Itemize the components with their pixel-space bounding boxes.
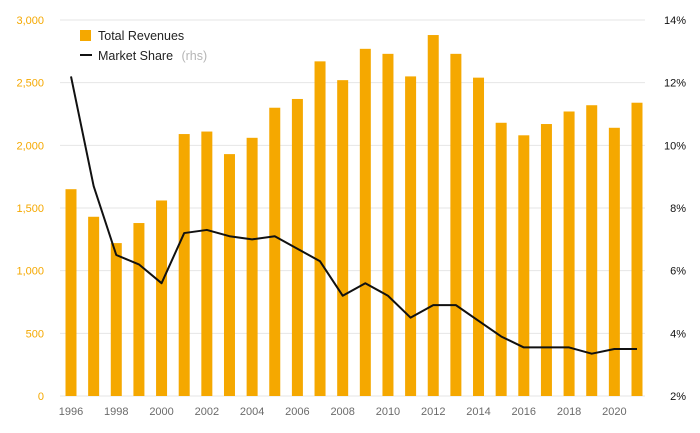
left-tick-label: 2,000 [16, 140, 44, 152]
x-tick-label: 2006 [285, 406, 309, 418]
revenue-bar-2013 [450, 53, 462, 397]
grid-lines [60, 19, 645, 397]
left-tick-label: 0 [38, 391, 44, 403]
left-tick-label: 1,000 [16, 266, 44, 278]
x-tick-label: 2004 [240, 406, 264, 418]
left-tick-label: 1,500 [16, 203, 44, 215]
right-tick-label: 4% [670, 328, 686, 340]
legend-label-market-share: Market Share (rhs) [98, 47, 207, 64]
left-tick-label: 2,500 [16, 78, 44, 90]
revenue-bar-1998 [110, 243, 122, 396]
right-tick-label: 10% [664, 140, 686, 152]
revenue-bar-2000 [156, 200, 168, 396]
revenue-bar-2015 [495, 122, 507, 397]
revenue-bar-2012 [427, 35, 439, 396]
legend-swatch-total-revenues [80, 30, 91, 41]
x-tick-label: 2012 [421, 406, 445, 418]
left-axis-ticks: 0 500 1,000 1,500 2,000 2,500 3,000 [16, 15, 44, 403]
revenue-bar-2010 [382, 53, 394, 397]
legend: Total Revenues Market Share (rhs) [80, 29, 207, 64]
revenue-bar-1996 [65, 189, 77, 396]
revenue-bar-2005 [269, 107, 281, 396]
x-axis-ticks: 1996 1998 2000 2002 2004 2006 2008 2010 2012 2014… [59, 406, 627, 418]
revenue-bars [65, 35, 643, 397]
revenue-bar-2020 [608, 127, 620, 396]
x-tick-label: 2014 [466, 406, 490, 418]
left-tick-label: 500 [26, 328, 44, 340]
revenue-bar-2006 [291, 98, 303, 397]
revenue-bar-2009 [359, 48, 371, 397]
revenue-bar-2021 [631, 102, 643, 396]
x-tick-label: 2016 [512, 406, 536, 418]
legend-label-market-share-name: Market Share [98, 49, 173, 63]
left-tick-label: 3,000 [16, 15, 44, 27]
right-tick-label: 14% [664, 15, 686, 27]
x-tick-label: 2020 [602, 406, 626, 418]
x-tick-label: 2002 [195, 406, 219, 418]
right-axis-ticks: 2% 4% 6% 8% 10% 12% 14% [664, 15, 686, 403]
right-tick-label: 12% [664, 78, 686, 90]
market-share-line-group [70, 76, 637, 355]
revenue-bar-2011 [405, 76, 417, 397]
x-tick-label: 2008 [330, 406, 354, 418]
revenue-bar-2003 [223, 154, 235, 396]
x-tick-label: 2018 [557, 406, 581, 418]
revenue-bar-2004 [246, 137, 258, 396]
right-tick-label: 6% [670, 266, 686, 278]
revenue-bar-2008 [337, 80, 349, 396]
x-tick-label: 2000 [149, 406, 173, 418]
x-tick-label: 2010 [376, 406, 400, 418]
revenue-bar-2002 [201, 131, 213, 396]
revenue-bar-2016 [518, 135, 530, 396]
revenue-bar-2017 [540, 124, 552, 396]
revenue-bar-2018 [563, 111, 575, 396]
right-tick-label: 8% [670, 203, 686, 215]
revenue-bar-2007 [314, 61, 326, 397]
legend-label-market-share-note: (rhs) [181, 49, 207, 63]
revenue-bar-1999 [133, 223, 145, 396]
revenue-bar-2014 [473, 77, 485, 397]
revenue-bar-2019 [586, 105, 598, 396]
legend-label-total-revenues: Total Revenues [98, 29, 184, 43]
x-tick-label: 1996 [59, 406, 83, 418]
revenue-bar-1997 [88, 216, 100, 396]
x-tick-label: 1998 [104, 406, 128, 418]
revenue-bar-2001 [178, 134, 190, 396]
market-share-line [70, 76, 637, 355]
right-tick-label: 2% [670, 391, 686, 403]
